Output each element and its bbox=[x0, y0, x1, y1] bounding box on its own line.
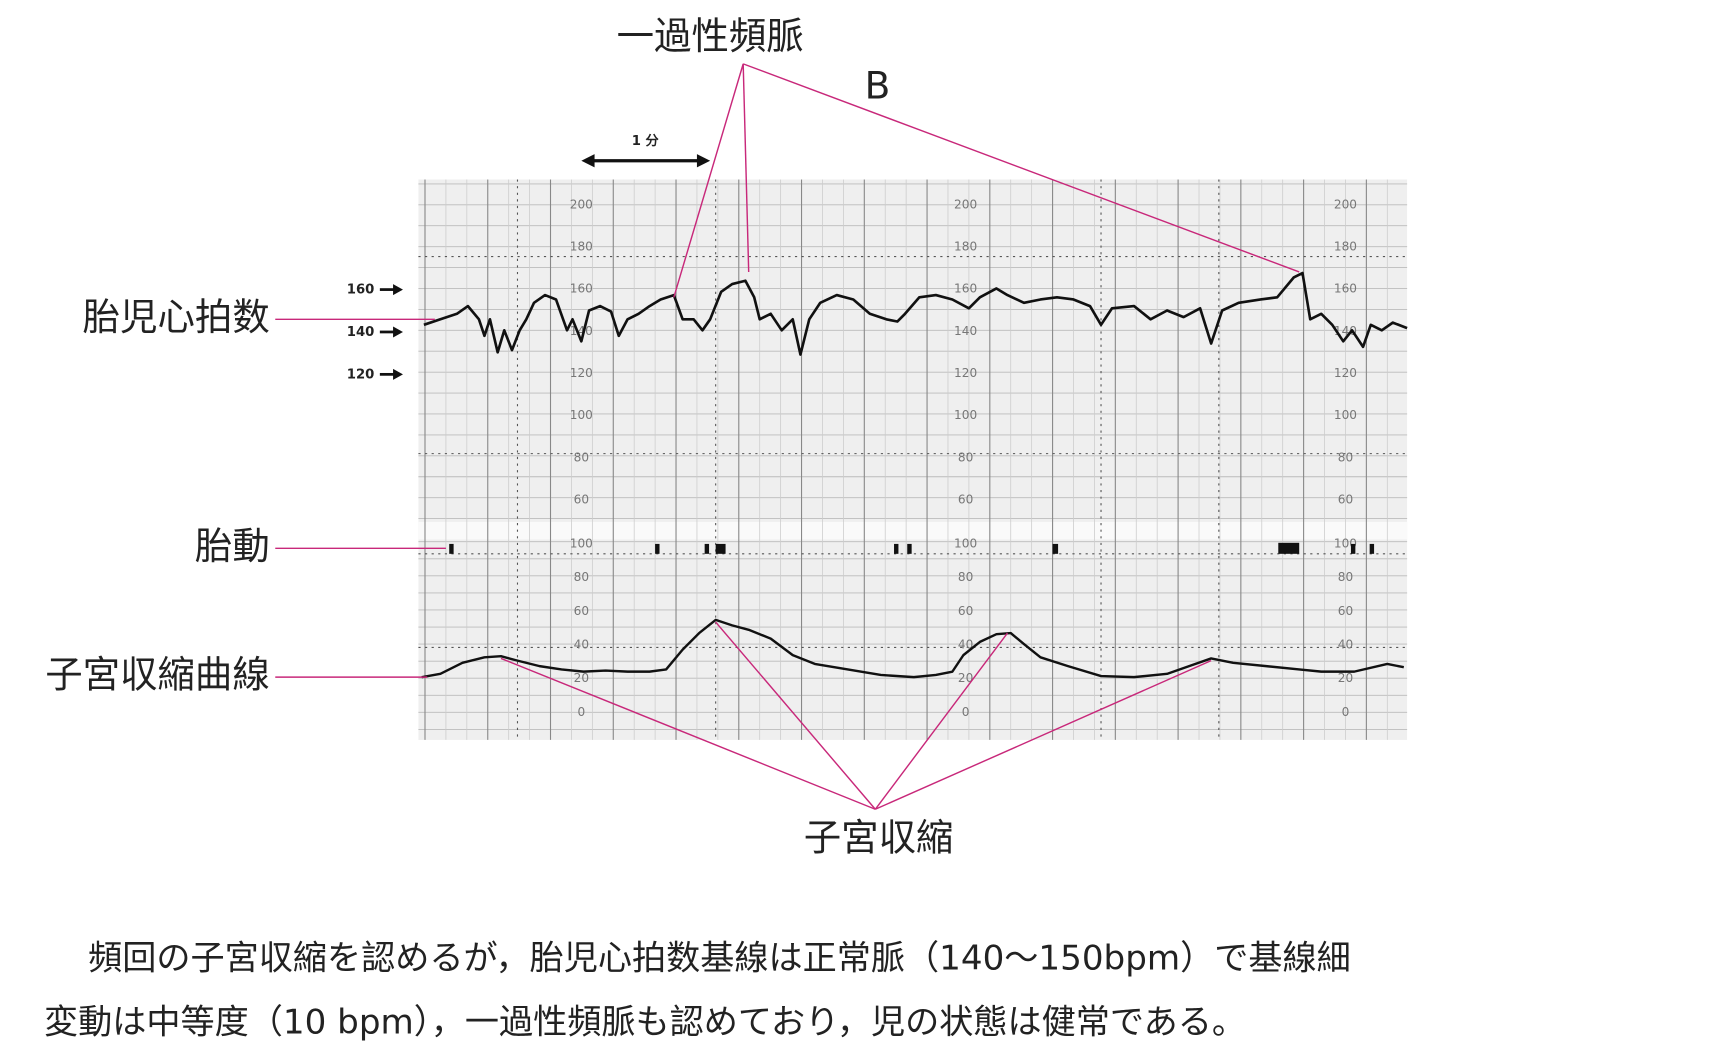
scale-label: 60 bbox=[958, 492, 973, 506]
scale-label: 80 bbox=[958, 570, 973, 584]
scale-label: 100 bbox=[954, 408, 977, 422]
scale-label: 180 bbox=[1334, 239, 1357, 253]
scale-label: 80 bbox=[958, 450, 973, 464]
scale-label: 40 bbox=[574, 637, 589, 651]
scale-label: 20 bbox=[958, 671, 973, 685]
fhr-trace bbox=[423, 271, 1408, 356]
row-label: 胎児心拍数 bbox=[83, 295, 270, 339]
marker-label: 160 bbox=[347, 283, 375, 298]
contraction-label: 子宮収縮 bbox=[804, 816, 954, 860]
scale-label: 80 bbox=[574, 570, 589, 584]
scale-label: 160 bbox=[570, 282, 593, 296]
scale-label: 60 bbox=[1338, 604, 1353, 618]
scale-label: 100 bbox=[570, 408, 593, 422]
scale-label: 0 bbox=[962, 705, 970, 719]
scale-label: 160 bbox=[954, 282, 977, 296]
scale-label: 60 bbox=[1338, 492, 1353, 506]
scale-label: 0 bbox=[1342, 705, 1350, 719]
chart-paper bbox=[418, 179, 1408, 740]
scale-label: 180 bbox=[954, 239, 977, 253]
scale-label: 40 bbox=[958, 637, 973, 651]
scale-label: 100 bbox=[1334, 408, 1357, 422]
scale-label: 80 bbox=[1338, 570, 1353, 584]
tachycardia-label: 一過性頻脈 bbox=[617, 14, 804, 58]
row-label: 胎動 bbox=[195, 524, 270, 568]
scale-label: 120 bbox=[570, 366, 593, 380]
scale-label: 80 bbox=[1338, 450, 1353, 464]
marker-label: 140 bbox=[347, 325, 375, 340]
paper-gap bbox=[418, 521, 1408, 540]
pointer-lines bbox=[275, 63, 1300, 810]
uc-trace bbox=[421, 618, 1405, 679]
scale-label: 200 bbox=[570, 197, 593, 211]
scale-label: 140 bbox=[954, 324, 977, 338]
scale-label: 200 bbox=[954, 197, 977, 211]
marker-arrow bbox=[393, 326, 403, 338]
scale-label: 120 bbox=[954, 366, 977, 380]
scale-label: 80 bbox=[574, 450, 589, 464]
scale-label: 0 bbox=[577, 705, 585, 719]
scale-label: 20 bbox=[1338, 671, 1353, 685]
scale-label: 60 bbox=[574, 604, 589, 618]
scale-label: 60 bbox=[958, 604, 973, 618]
scale-label: 40 bbox=[1338, 637, 1353, 651]
time-scale-label: 1 分 bbox=[632, 133, 660, 149]
scale-label: 20 bbox=[574, 671, 589, 685]
scale-label: 200 bbox=[1334, 197, 1357, 211]
grid bbox=[418, 179, 1408, 740]
scale-label: 180 bbox=[570, 239, 593, 253]
marker-arrow bbox=[393, 284, 403, 296]
fhr-markers: 160 140 120 bbox=[347, 283, 403, 382]
paper-scales: 2001801601401201008060100806040200200180… bbox=[570, 197, 1357, 719]
panel-label: B bbox=[865, 64, 891, 108]
time-arrow bbox=[581, 154, 711, 168]
movement-marks bbox=[449, 542, 1375, 554]
caption-line: 頻回の子宮収縮を認めるが，胎児心拍数基線は正常脈（140〜150bpm）で基線細 bbox=[88, 939, 1351, 979]
row-label: 子宮収縮曲線 bbox=[45, 653, 270, 697]
caption-line: 変動は中等度（10 bpm），一過性頻脈も認めており，児の状態は健常である。 bbox=[44, 1002, 1246, 1042]
scale-label: 120 bbox=[1334, 366, 1357, 380]
marker-arrow bbox=[393, 368, 403, 380]
scale-label: 100 bbox=[570, 536, 593, 550]
scale-label: 140 bbox=[570, 324, 593, 338]
scale-label: 100 bbox=[954, 536, 977, 550]
marker-label: 120 bbox=[347, 367, 375, 382]
scale-label: 60 bbox=[574, 492, 589, 506]
scale-label: 160 bbox=[1334, 282, 1357, 296]
